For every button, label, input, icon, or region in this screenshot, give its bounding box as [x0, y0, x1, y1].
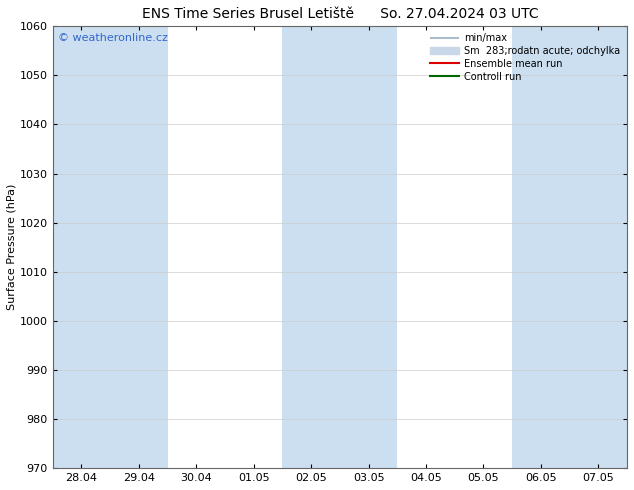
Bar	[53, 26, 110, 468]
Text: © weatheronline.cz: © weatheronline.cz	[58, 33, 168, 43]
Bar	[283, 26, 340, 468]
Legend: min/max, Sm  283;rodatn acute; odchylka, Ensemble mean run, Controll run: min/max, Sm 283;rodatn acute; odchylka, …	[428, 31, 622, 84]
Bar	[512, 26, 569, 468]
Bar	[340, 26, 398, 468]
Title: ENS Time Series Brusel Letiště      So. 27.04.2024 03 UTC: ENS Time Series Brusel Letiště So. 27.04…	[141, 7, 538, 21]
Bar	[110, 26, 167, 468]
Bar	[569, 26, 627, 468]
Y-axis label: Surface Pressure (hPa): Surface Pressure (hPa)	[7, 184, 17, 311]
